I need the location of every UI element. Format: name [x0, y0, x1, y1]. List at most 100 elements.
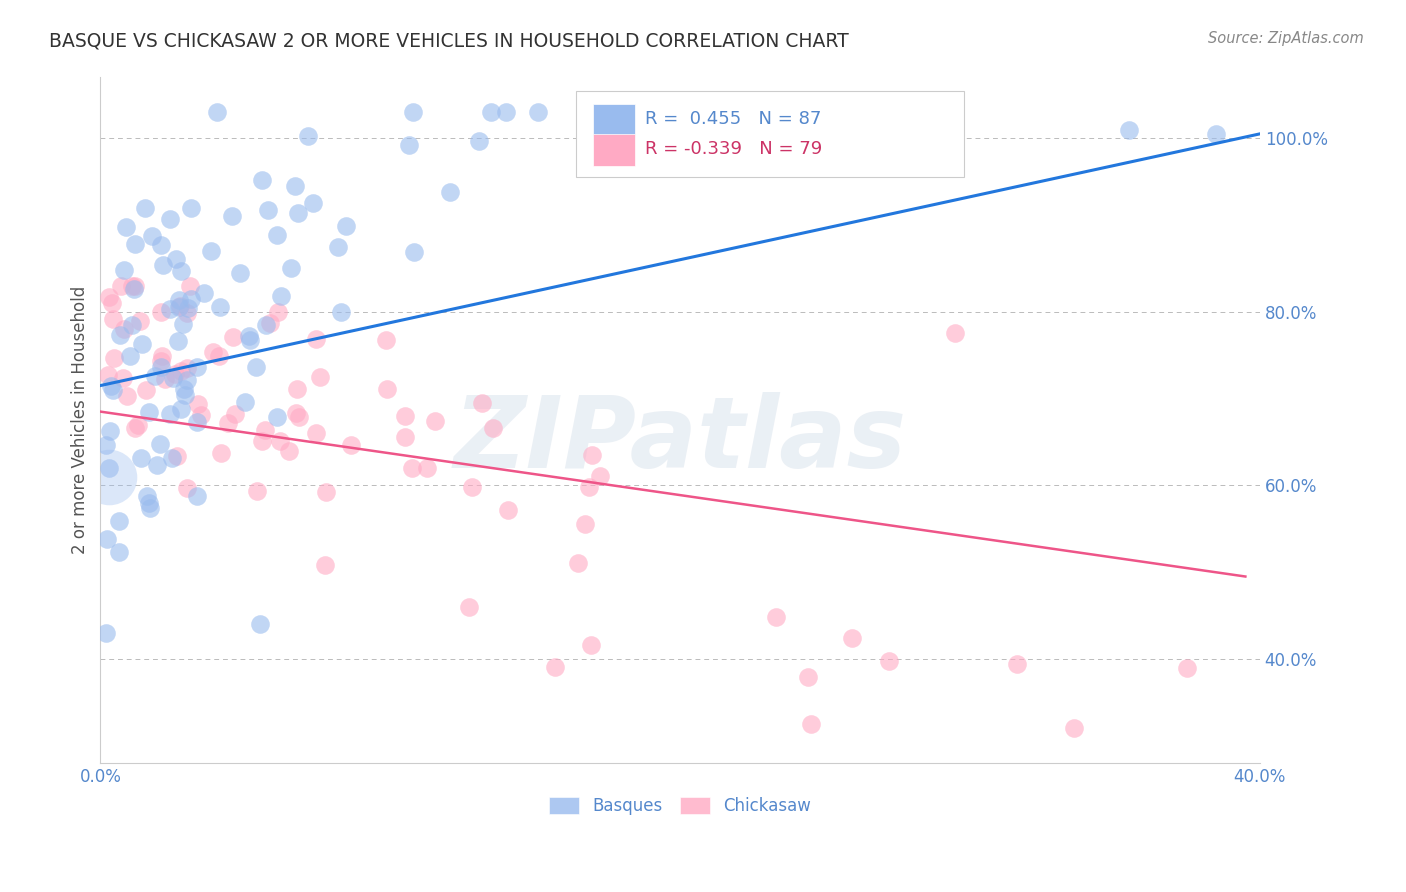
- Point: [309, 370, 332, 384]
- Point: [266, 305, 288, 319]
- Point: [176, 306, 198, 320]
- Point: [375, 382, 398, 396]
- Point: [149, 353, 172, 368]
- Point: [394, 430, 416, 444]
- Point: [246, 483, 269, 498]
- Point: [526, 105, 548, 120]
- Text: Source: ZipAtlas.com: Source: ZipAtlas.com: [1208, 31, 1364, 46]
- Point: [398, 137, 420, 152]
- Point: [135, 383, 157, 397]
- Point: [172, 317, 194, 331]
- Point: [567, 557, 589, 571]
- Point: [249, 617, 271, 632]
- Point: [402, 105, 425, 120]
- Point: [1118, 122, 1140, 136]
- Point: [471, 396, 494, 410]
- Point: [167, 334, 190, 349]
- Point: [100, 379, 122, 393]
- Point: [176, 360, 198, 375]
- Point: [799, 717, 821, 731]
- Text: BASQUE VS CHICKASAW 2 OR MORE VEHICLES IN HOUSEHOLD CORRELATION CHART: BASQUE VS CHICKASAW 2 OR MORE VEHICLES I…: [49, 31, 849, 50]
- Point: [287, 206, 309, 220]
- Point: [180, 292, 202, 306]
- Point: [136, 489, 159, 503]
- Point: [221, 209, 243, 223]
- Point: [138, 501, 160, 516]
- Point: [202, 344, 225, 359]
- Point: [107, 544, 129, 558]
- Point: [124, 237, 146, 252]
- Point: [167, 293, 190, 308]
- Point: [165, 252, 187, 267]
- Point: [174, 388, 197, 402]
- FancyBboxPatch shape: [593, 104, 636, 136]
- Point: [278, 443, 301, 458]
- Point: [112, 322, 135, 336]
- Point: [200, 244, 222, 258]
- Point: [305, 332, 328, 346]
- Point: [138, 495, 160, 509]
- Point: [468, 135, 491, 149]
- Point: [134, 202, 156, 216]
- Point: [150, 305, 173, 319]
- Point: [401, 461, 423, 475]
- Point: [173, 382, 195, 396]
- Point: [177, 301, 200, 316]
- Point: [578, 480, 600, 494]
- Point: [129, 451, 152, 466]
- Point: [233, 394, 256, 409]
- Point: [190, 408, 212, 422]
- Point: [460, 480, 482, 494]
- Point: [250, 173, 273, 187]
- Point: [193, 286, 215, 301]
- Point: [127, 417, 149, 432]
- Point: [176, 481, 198, 495]
- Point: [101, 383, 124, 397]
- Point: [579, 639, 602, 653]
- Point: [101, 311, 124, 326]
- Point: [163, 368, 186, 382]
- Point: [589, 468, 612, 483]
- Point: [103, 351, 125, 365]
- Point: [841, 631, 863, 645]
- Point: [146, 458, 169, 472]
- Point: [143, 368, 166, 383]
- Point: [315, 484, 337, 499]
- Point: [128, 314, 150, 328]
- Point: [186, 360, 208, 375]
- Point: [224, 407, 246, 421]
- Point: [269, 434, 291, 449]
- Point: [259, 317, 281, 331]
- Point: [238, 328, 260, 343]
- Point: [245, 359, 267, 374]
- Point: [402, 245, 425, 260]
- Point: [96, 532, 118, 546]
- Point: [150, 359, 173, 374]
- Point: [186, 415, 208, 429]
- Point: [297, 129, 319, 144]
- FancyBboxPatch shape: [575, 91, 965, 177]
- Point: [94, 438, 117, 452]
- Point: [270, 289, 292, 303]
- Point: [495, 105, 517, 120]
- Point: [285, 406, 308, 420]
- Point: [458, 599, 481, 614]
- Point: [115, 389, 138, 403]
- Point: [375, 333, 398, 347]
- Point: [416, 461, 439, 475]
- Point: [150, 349, 173, 363]
- Point: [108, 327, 131, 342]
- Point: [280, 260, 302, 275]
- Point: [159, 407, 181, 421]
- Point: [186, 489, 208, 503]
- Point: [797, 670, 820, 684]
- Point: [945, 326, 967, 341]
- Point: [209, 446, 232, 460]
- Point: [180, 201, 202, 215]
- Legend: Basques, Chickasaw: Basques, Chickasaw: [541, 789, 820, 823]
- Point: [98, 469, 121, 483]
- Point: [115, 220, 138, 235]
- Point: [98, 424, 121, 438]
- Point: [394, 409, 416, 424]
- Text: R = -0.339   N = 79: R = -0.339 N = 79: [645, 140, 823, 159]
